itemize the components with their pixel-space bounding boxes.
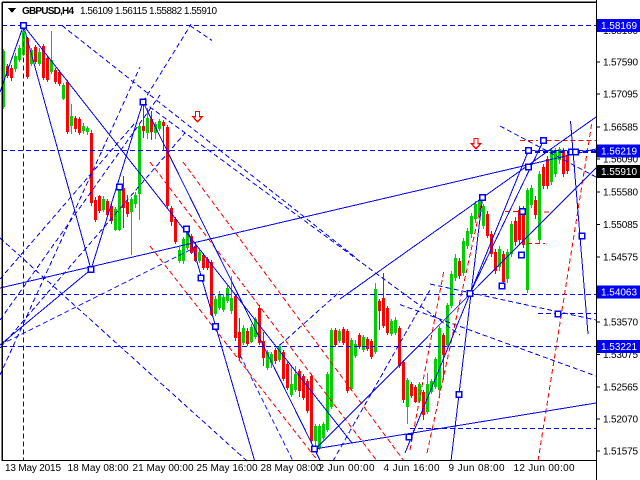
svg-text:1.56090: 1.56090: [603, 155, 638, 166]
svg-text:1.55580: 1.55580: [603, 188, 638, 199]
svg-text:1.58169: 1.58169: [601, 21, 637, 32]
svg-text:4 Jun 16:00: 4 Jun 16:00: [384, 463, 440, 474]
svg-text:1.53570: 1.53570: [603, 318, 638, 329]
svg-text:2 Jun 00:00: 2 Jun 00:00: [319, 463, 375, 474]
svg-text:13 May 2015: 13 May 2015: [5, 463, 61, 474]
svg-text:1.54575: 1.54575: [603, 253, 638, 264]
svg-text:1.57590: 1.57590: [603, 58, 638, 69]
svg-text:1.52070: 1.52070: [603, 415, 638, 426]
svg-text:1.52565: 1.52565: [603, 383, 638, 394]
svg-text:1.56585: 1.56585: [603, 123, 638, 134]
svg-text:9 Jun 08:00: 9 Jun 08:00: [449, 463, 505, 474]
svg-text:21 May 00:00: 21 May 00:00: [133, 463, 194, 474]
svg-text:1.54063: 1.54063: [601, 288, 637, 299]
svg-text:1.56109 1.56115 1.55882 1.5591: 1.56109 1.56115 1.55882 1.55910: [80, 6, 217, 17]
svg-text:12 Jun 00:00: 12 Jun 00:00: [514, 463, 575, 474]
svg-text:1.53221: 1.53221: [601, 342, 637, 353]
svg-text:GBPUSD,H4: GBPUSD,H4: [22, 6, 74, 17]
svg-text:1.51575: 1.51575: [603, 447, 638, 458]
svg-text:28 May 08:00: 28 May 08:00: [261, 463, 322, 474]
svg-text:1.55085: 1.55085: [603, 220, 638, 231]
svg-text:1.57095: 1.57095: [603, 90, 638, 101]
svg-text:1.53075: 1.53075: [603, 350, 638, 361]
svg-text:1.56219: 1.56219: [601, 147, 637, 158]
svg-text:25 May 16:00: 25 May 16:00: [197, 463, 258, 474]
svg-text:18 May 08:00: 18 May 08:00: [68, 463, 129, 474]
svg-text:1.55910: 1.55910: [601, 167, 637, 178]
